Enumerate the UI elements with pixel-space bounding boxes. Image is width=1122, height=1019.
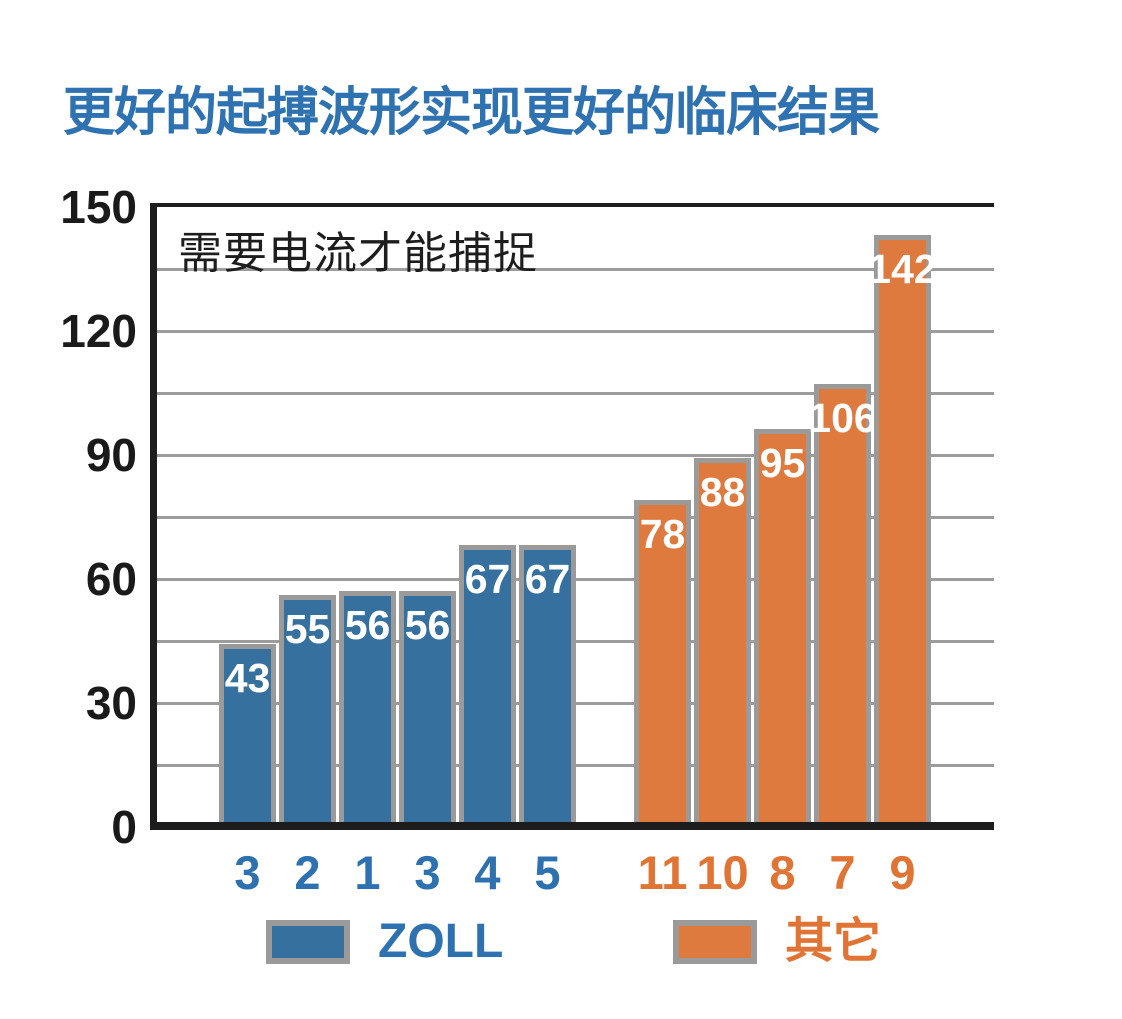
gridline-90 [157,453,994,457]
bar-其它-9: 142 [868,235,937,822]
bar-value-label: 56 [344,602,391,648]
bar-value-label: 106 [808,395,877,441]
gridline-75 [157,515,994,519]
legend-label-other: 其它 [785,915,882,968]
x-tick-label-2: 2 [294,846,321,899]
x-tick-label-11: 11 [637,846,688,899]
page-title: 更好的起搏波形实现更好的临床结果 [63,84,880,142]
other-color-swatch [673,920,757,964]
bar-value-label: 67 [464,556,511,602]
bar-ZOLL-3: 43 [219,644,276,822]
y-tick-label-150: 150 [60,181,137,233]
x-tick-label-9: 9 [889,846,916,899]
zoll-color-swatch [266,920,350,964]
y-tick-label-120: 120 [60,305,137,357]
gridline-105 [157,391,994,395]
legend-label-zoll: ZOLL [378,915,504,968]
bar-value-label: 78 [639,511,686,557]
bar-value-label: 95 [759,440,806,486]
y-tick-label-90: 90 [85,429,137,481]
x-tick-label-5: 5 [534,846,561,899]
y-tick-label-60: 60 [85,553,137,605]
y-tick-label-30: 30 [85,677,137,729]
bar-ZOLL-5: 67 [519,545,576,822]
bar-其它-7: 106 [808,384,877,822]
x-tick-label-3: 3 [234,846,261,899]
bar-value-label: 88 [699,469,746,515]
x-tick-label-7: 7 [829,846,856,899]
gridline-120 [157,329,994,333]
x-tick-label-3: 3 [414,846,441,899]
x-tick-label-10: 10 [696,846,749,899]
plot-area: 0 30 60 90 120 150 需要电流才能捕捉 43 55 56 56 67 67 78 88 9… [60,184,994,896]
legend-item-other: 其它 [673,918,881,966]
gridline-135 [157,267,994,271]
bar-ZOLL-3: 56 [399,591,456,822]
annotation: 需要电流才能捕捉 [178,229,538,278]
bar-其它-10: 88 [694,458,751,822]
bar-其它-11: 78 [634,500,691,822]
x-tick-label-8: 8 [769,846,796,899]
bar-value-label: 43 [224,655,271,701]
bar-value-label: 67 [524,556,571,602]
legend-item-zoll: ZOLL [266,918,503,966]
bar-value-label: 142 [868,246,937,292]
bar-ZOLL-1: 56 [339,591,396,822]
x-tick-label-1: 1 [354,846,381,899]
bar-value-label: 56 [404,602,451,648]
bar-ZOLL-2: 55 [279,595,336,822]
y-tick-label-0: 0 [111,801,137,853]
x-tick-label-4: 4 [474,846,501,899]
bar-ZOLL-4: 67 [459,545,516,822]
bar-其它-8: 95 [754,429,811,822]
legend: ZOLL 其它 [0,918,1122,978]
bar-value-label: 55 [284,606,331,652]
